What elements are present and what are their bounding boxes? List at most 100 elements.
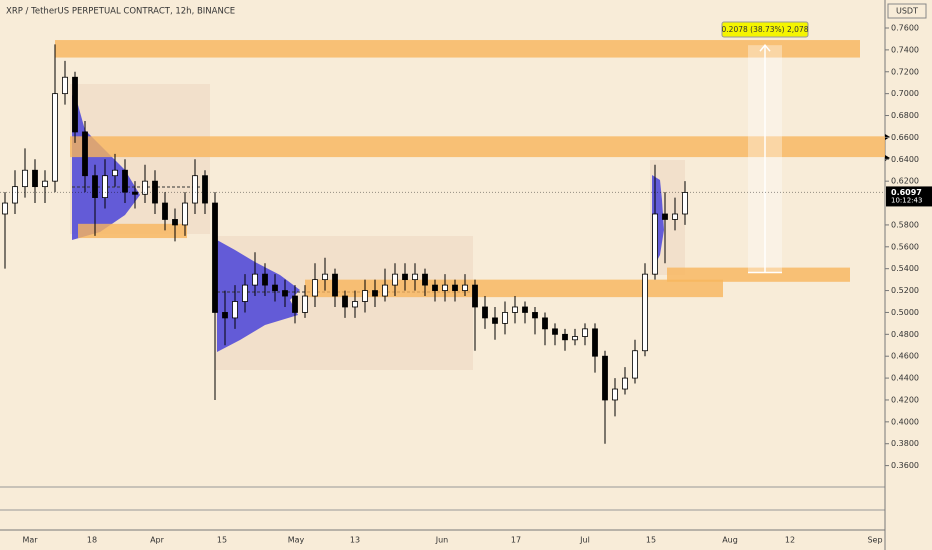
last-price-label: 0.6097 bbox=[891, 188, 922, 197]
y-tick-label: 0.6800 bbox=[891, 111, 919, 120]
candle-body bbox=[432, 284, 438, 291]
candle-body bbox=[252, 273, 258, 286]
countdown: 10:12:43 bbox=[891, 196, 922, 204]
candle-body bbox=[212, 202, 218, 313]
y-tick-label: 0.4000 bbox=[891, 417, 919, 426]
x-tick-label: Mar bbox=[22, 536, 38, 545]
x-tick-label: 15 bbox=[217, 536, 227, 545]
candle-body bbox=[342, 295, 348, 308]
candle-body bbox=[52, 93, 58, 182]
x-tick-label: Jun bbox=[435, 536, 449, 545]
candle-body bbox=[652, 213, 658, 275]
y-tick-label: 0.5000 bbox=[891, 308, 919, 317]
candle-body bbox=[132, 191, 138, 195]
candle-body bbox=[602, 355, 608, 401]
price-zone bbox=[78, 223, 187, 239]
price-zone bbox=[667, 267, 850, 282]
measure-label-bg bbox=[721, 21, 809, 38]
candle-body bbox=[492, 317, 498, 324]
measure-label: 0.2078 (38.73%) 2,078 bbox=[722, 25, 809, 34]
candle-body bbox=[42, 180, 48, 188]
measure-arrowhead bbox=[759, 44, 771, 52]
x-tick-label: 18 bbox=[87, 536, 97, 545]
volume-profile bbox=[217, 240, 300, 352]
y-tick-label: 0.5200 bbox=[891, 286, 919, 295]
candle-body bbox=[682, 192, 688, 215]
candle-body bbox=[642, 273, 648, 352]
candle-body bbox=[532, 312, 538, 319]
y-tick-label: 0.6400 bbox=[891, 155, 919, 164]
y-tick-label: 0.5400 bbox=[891, 264, 919, 273]
y-tick-label: 0.7200 bbox=[891, 67, 919, 76]
candle-body bbox=[312, 279, 318, 297]
candle-body bbox=[22, 169, 28, 188]
candle-body bbox=[202, 175, 208, 204]
y-tick-label: 0.4200 bbox=[891, 395, 919, 404]
candle-body bbox=[162, 202, 168, 220]
x-tick-label: Sep bbox=[867, 536, 882, 545]
volume-profile bbox=[72, 95, 140, 240]
candle-body bbox=[462, 284, 468, 291]
candle-body bbox=[522, 306, 528, 313]
candle-body bbox=[352, 301, 358, 308]
candle-body bbox=[292, 295, 298, 313]
candle-body bbox=[232, 301, 238, 319]
candle-body bbox=[592, 328, 598, 357]
x-tick-label: May bbox=[288, 536, 305, 545]
last-price-tag bbox=[886, 186, 932, 207]
candle-body bbox=[572, 336, 578, 341]
x-tick-label: 15 bbox=[646, 536, 656, 545]
price-zone bbox=[70, 136, 885, 158]
candle-body bbox=[562, 333, 568, 341]
candle-body bbox=[122, 169, 128, 193]
candle-body bbox=[222, 312, 228, 319]
candle-body bbox=[362, 290, 368, 302]
candle-body bbox=[102, 175, 108, 198]
x-tick-label: Apr bbox=[150, 536, 165, 545]
candle-body bbox=[172, 219, 178, 226]
candle-body bbox=[482, 306, 488, 319]
y-tick-label: 0.5800 bbox=[891, 220, 919, 229]
candle-body bbox=[182, 202, 188, 226]
y-tick-label: 0.4400 bbox=[891, 374, 919, 383]
x-tick-label: 17 bbox=[511, 536, 521, 545]
currency: USDT bbox=[896, 7, 918, 16]
x-tick-label: 13 bbox=[350, 536, 360, 545]
y-tick-label: 0.7000 bbox=[891, 89, 919, 98]
candle-body bbox=[332, 273, 338, 297]
candle-body bbox=[382, 284, 388, 297]
candle-body bbox=[552, 328, 558, 335]
candle-body bbox=[72, 76, 78, 133]
candle-body bbox=[322, 273, 328, 281]
y-tick-label: 0.6600 bbox=[891, 133, 919, 142]
candle-body bbox=[142, 180, 148, 195]
candle-body bbox=[542, 317, 548, 330]
x-tick-label: Jul bbox=[579, 536, 590, 545]
candle-body bbox=[612, 388, 618, 401]
candle-body bbox=[632, 350, 638, 379]
candle-body bbox=[192, 175, 198, 204]
y-tick-label: 0.3600 bbox=[891, 461, 919, 470]
candle-body bbox=[92, 175, 98, 198]
candle-body bbox=[12, 186, 18, 204]
x-tick-label: 12 bbox=[785, 536, 795, 545]
candle-body bbox=[472, 284, 478, 308]
y-tick-label: 0.4800 bbox=[891, 330, 919, 339]
price-zone bbox=[55, 40, 860, 58]
candle-body bbox=[512, 306, 518, 313]
price-zone bbox=[305, 279, 723, 298]
y-tick-label: 0.7400 bbox=[891, 45, 919, 54]
y-tick-label: 0.4600 bbox=[891, 352, 919, 361]
candle-body bbox=[2, 202, 8, 215]
candle-body bbox=[112, 169, 118, 177]
y-tick-label: 0.6200 bbox=[891, 177, 919, 186]
candle-body bbox=[402, 273, 408, 281]
candle-body bbox=[582, 328, 588, 337]
y-tick-label: 0.7600 bbox=[891, 24, 919, 33]
candle-body bbox=[392, 273, 398, 286]
y-tick-label: 0.3800 bbox=[891, 439, 919, 448]
candle-body bbox=[152, 180, 158, 204]
candle-body bbox=[372, 290, 378, 297]
